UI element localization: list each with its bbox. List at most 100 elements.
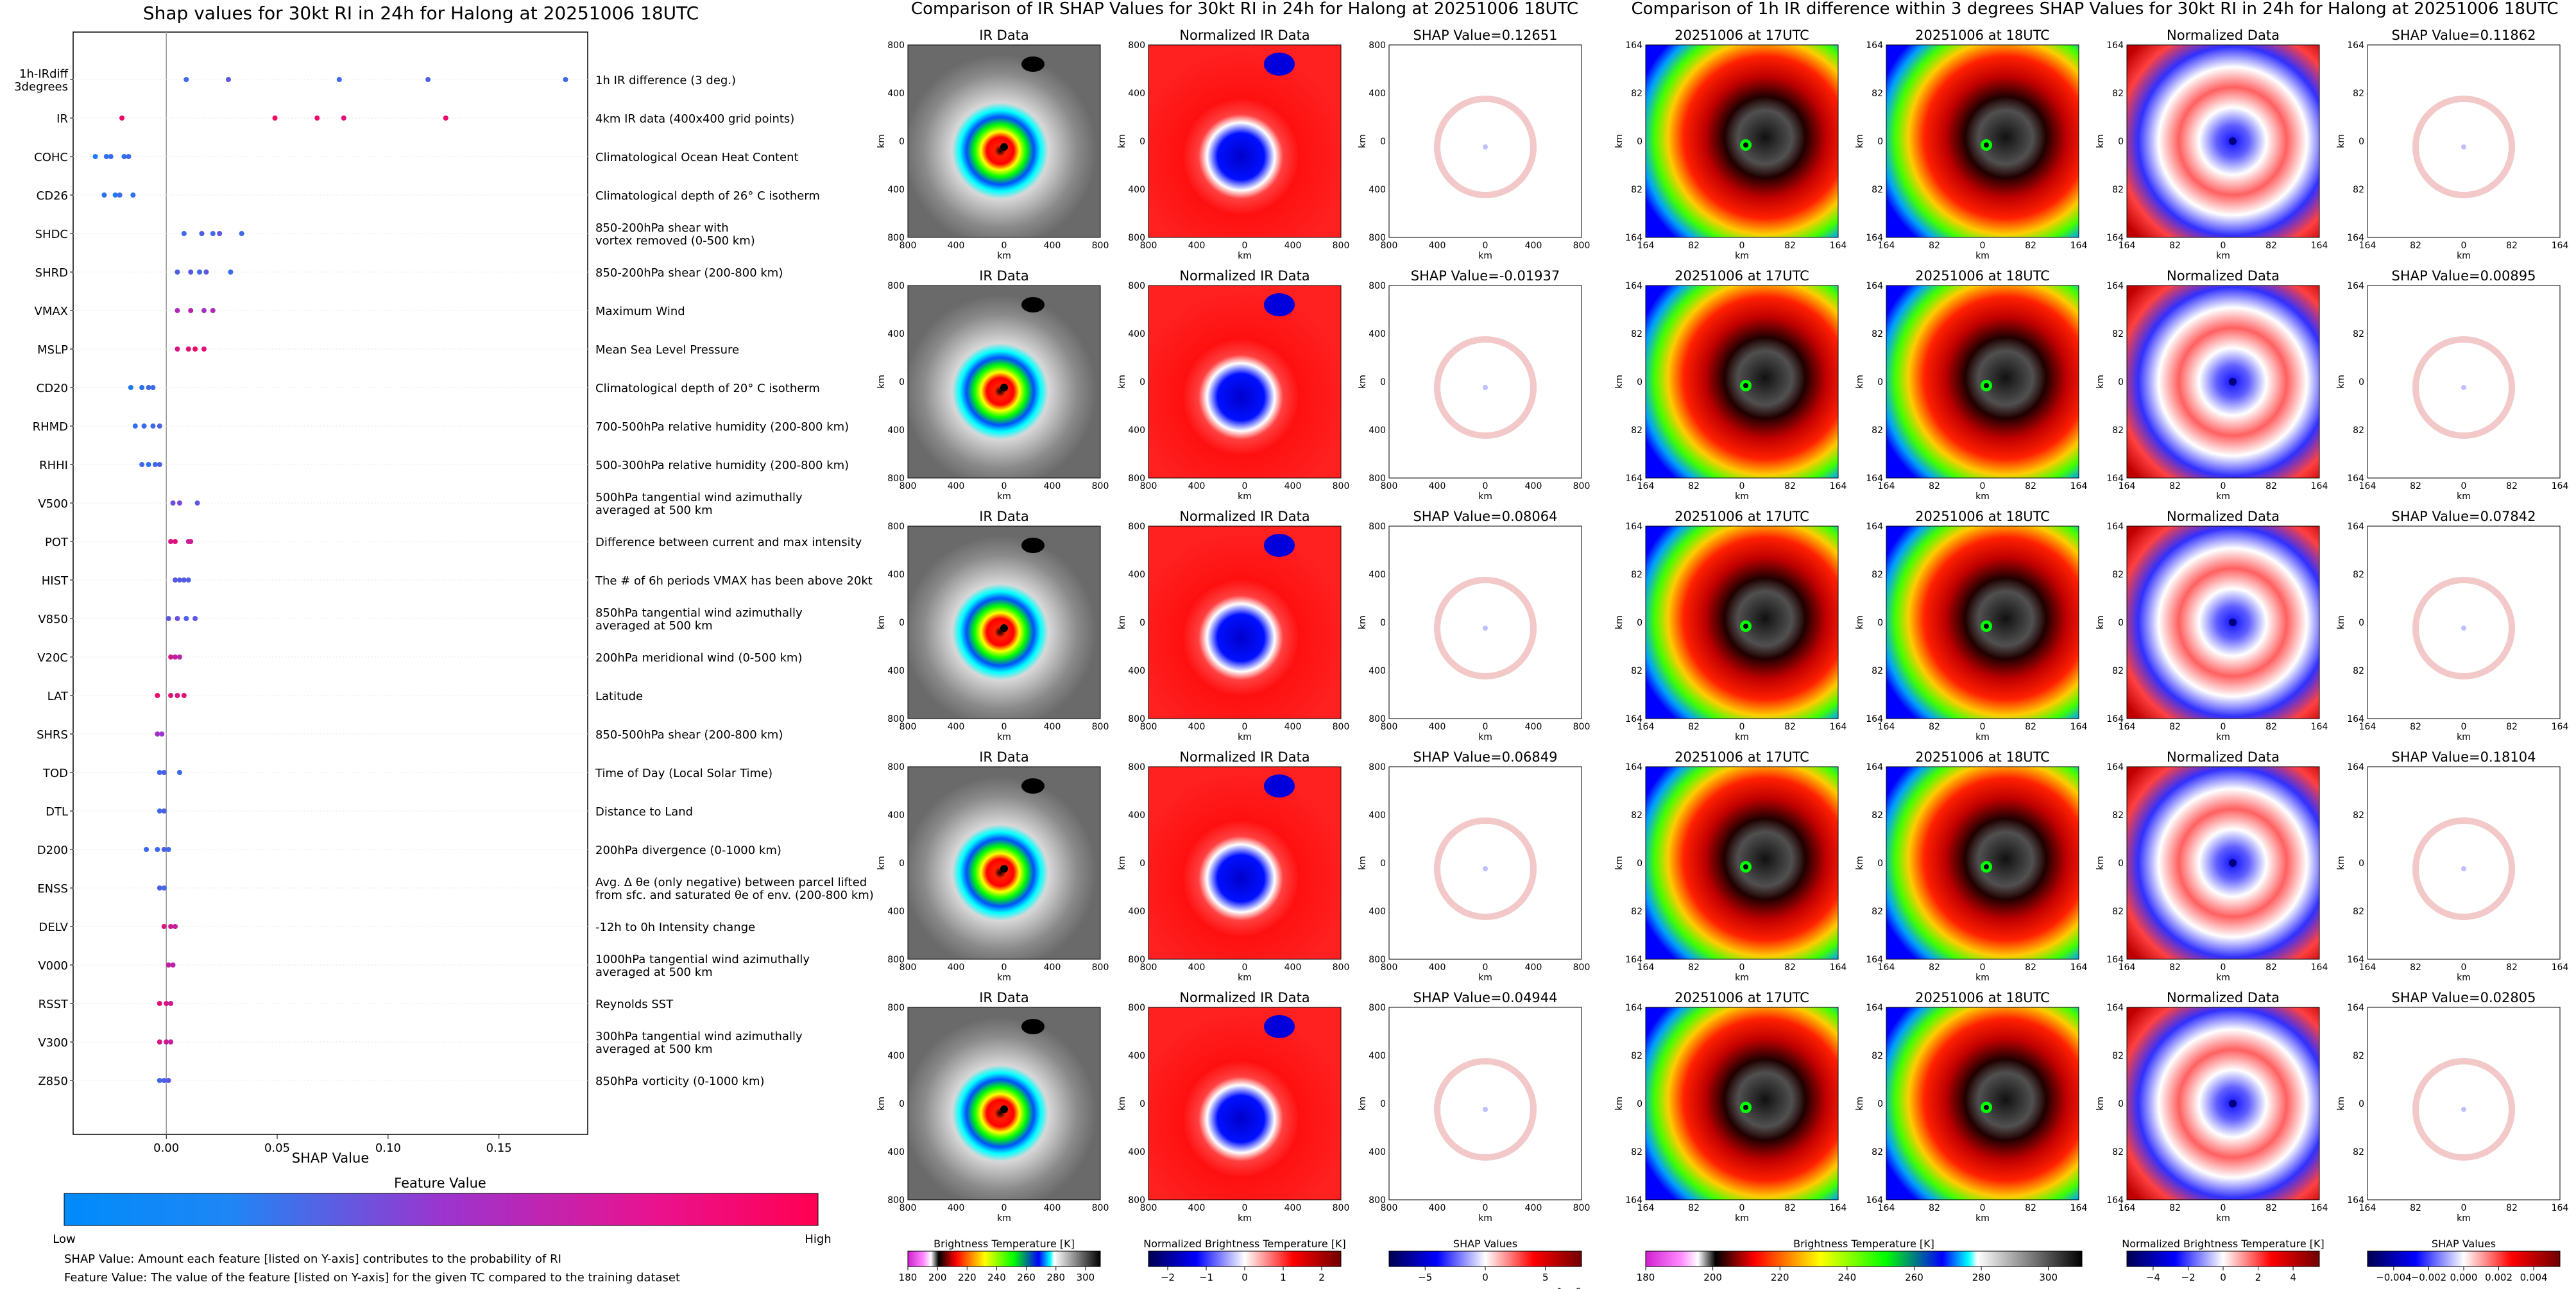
panel-title: 20251006 at 18UTC: [1915, 28, 2050, 43]
feature-description-line: 300hPa tangential wind azimuthally: [595, 1030, 803, 1043]
colorbar-tick-label: 260: [1017, 1272, 1036, 1283]
shap-point: [164, 1001, 169, 1006]
x-tick-label: 0: [1980, 962, 1986, 973]
colorbar-label: SHAP Values: [2432, 1238, 2496, 1250]
x-tick-label: 0: [1739, 241, 1745, 251]
x-tick-label: 400: [1525, 722, 1542, 732]
panel-frame: [1148, 525, 1342, 719]
storm-center: [1984, 142, 1989, 148]
x-tick-label: 800: [900, 481, 917, 491]
x-tick-label: 400: [1188, 722, 1206, 732]
x-tick-label: 0: [1483, 1203, 1488, 1213]
colorbar-tick-label: −0.002: [2411, 1272, 2447, 1283]
colorbar-tick-label: 220: [1771, 1272, 1789, 1283]
x-tick-label: 82: [1688, 481, 1700, 491]
panel-title: IR Data: [979, 749, 1029, 765]
panel-title: Normalized Data: [2167, 28, 2280, 43]
x-tick-label: 0: [1980, 1203, 1986, 1213]
x-tick-label: 800: [1573, 722, 1591, 732]
x-tick-label: 164: [1637, 1203, 1655, 1213]
panel-frame: [1645, 525, 1839, 719]
panel-frame: [907, 1007, 1101, 1200]
shap-point: [152, 462, 158, 467]
panel-title: Normalized Data: [2167, 990, 2280, 1005]
x-tick-label: 164: [2311, 1203, 2328, 1213]
shap-image: [2367, 286, 2560, 478]
x-axis-label: km: [997, 732, 1011, 742]
x-tick-label: 82: [2025, 722, 2036, 732]
shap-ring: [1434, 1058, 1537, 1161]
shap-center: [2461, 866, 2466, 871]
shap-point: [166, 616, 171, 621]
y-tick-label: 82: [2112, 425, 2124, 436]
image-panel: SHAP Value=-0.01937800800400400004004008…: [1358, 268, 1590, 502]
panel-frame: [1388, 1007, 1582, 1200]
panel-title: Normalized IR Data: [1179, 990, 1309, 1005]
x-tick-label: 82: [1784, 722, 1796, 732]
feature-label: ENSS: [37, 882, 68, 896]
nir-image: [1148, 286, 1341, 478]
x-tick-label: 164: [2119, 722, 2136, 732]
y-tick-label: 164: [2347, 40, 2364, 51]
y-tick-label: 164: [2106, 714, 2124, 724]
x-tick-label: 400: [1044, 481, 1061, 491]
panel-title: SHAP Value=0.07842: [2392, 509, 2536, 524]
panel-frame: [2367, 285, 2561, 479]
x-tick-label: 0: [1980, 241, 1986, 251]
x-tick-label: 82: [2410, 241, 2421, 251]
shap-point: [161, 847, 167, 852]
panel-frame: [1886, 1007, 2079, 1200]
x-axis-label: km: [1735, 732, 1749, 742]
colorbar-tick-label: 2: [1318, 1272, 1325, 1283]
storm-center: [2229, 137, 2237, 145]
x-tick-label: 800: [1573, 1203, 1591, 1213]
y-tick-label: 82: [2112, 89, 2124, 99]
shap-point: [563, 77, 568, 82]
panel-frame: [1388, 525, 1582, 719]
panel-frame: [1645, 1007, 1839, 1200]
x-tick-label: 400: [948, 481, 965, 491]
x-tick-label: 0.00: [153, 1141, 179, 1155]
feature-label: CD26: [37, 189, 68, 203]
shap-x-label: SHAP Value: [292, 1150, 370, 1166]
colorbar-low-label: Low: [53, 1233, 75, 1246]
feature-label-line: CD26: [37, 189, 68, 203]
image-panel: SHAP Value=0.028051641648282008282164164…: [2336, 990, 2568, 1224]
x-tick-label: 82: [1929, 962, 1940, 973]
x-tick-label: 82: [1784, 1203, 1796, 1213]
panel-title: 20251006 at 18UTC: [1915, 749, 2050, 765]
shap-point: [166, 1078, 171, 1083]
shap-point: [173, 577, 178, 583]
y-tick-label: 400: [887, 570, 905, 580]
image-panel: 20251006 at 18UTC1641648282008282164164k…: [1855, 509, 2087, 742]
x-tick-label: 400: [1188, 481, 1206, 491]
storm-center: [1743, 1105, 1748, 1110]
y-tick-label: 164: [1866, 714, 1883, 724]
y-tick-label: 164: [2106, 955, 2124, 965]
shap-point: [173, 539, 178, 544]
shap-summary-panel: Shap values for 30kt RI in 24h for Halon…: [14, 3, 874, 1285]
y-tick-label: 82: [2353, 1051, 2364, 1061]
y-tick-label: 82: [1631, 329, 1642, 339]
x-tick-label: 82: [2506, 241, 2518, 251]
ir-image: [908, 767, 1100, 959]
feature-description: 1000hPa tangential wind azimuthally avera…: [595, 953, 810, 979]
panel-frame: [1886, 766, 2079, 960]
x-axis-label: km: [1478, 1213, 1492, 1224]
y-tick-label: 0: [1877, 858, 1883, 869]
x-tick-label: 82: [1688, 1203, 1700, 1213]
shap-point: [157, 1078, 162, 1083]
shap-point: [157, 770, 162, 775]
x-tick-label: 0: [1739, 1203, 1745, 1213]
feature-label: CD20: [37, 382, 68, 395]
x-tick-label: 164: [1878, 962, 1895, 973]
panel-title: SHAP Value=0.00895: [2392, 268, 2536, 284]
panel-frame: [2126, 766, 2320, 960]
x-tick-label: 82: [2169, 962, 2181, 973]
panel-frame: [1388, 766, 1582, 960]
x-tick-label: 82: [2506, 1203, 2518, 1213]
image-panel: Normalized IR Data8008004004000040040080…: [1117, 509, 1349, 742]
y-tick-label: 800: [1369, 40, 1386, 51]
y-tick-label: 800: [1369, 1003, 1386, 1013]
